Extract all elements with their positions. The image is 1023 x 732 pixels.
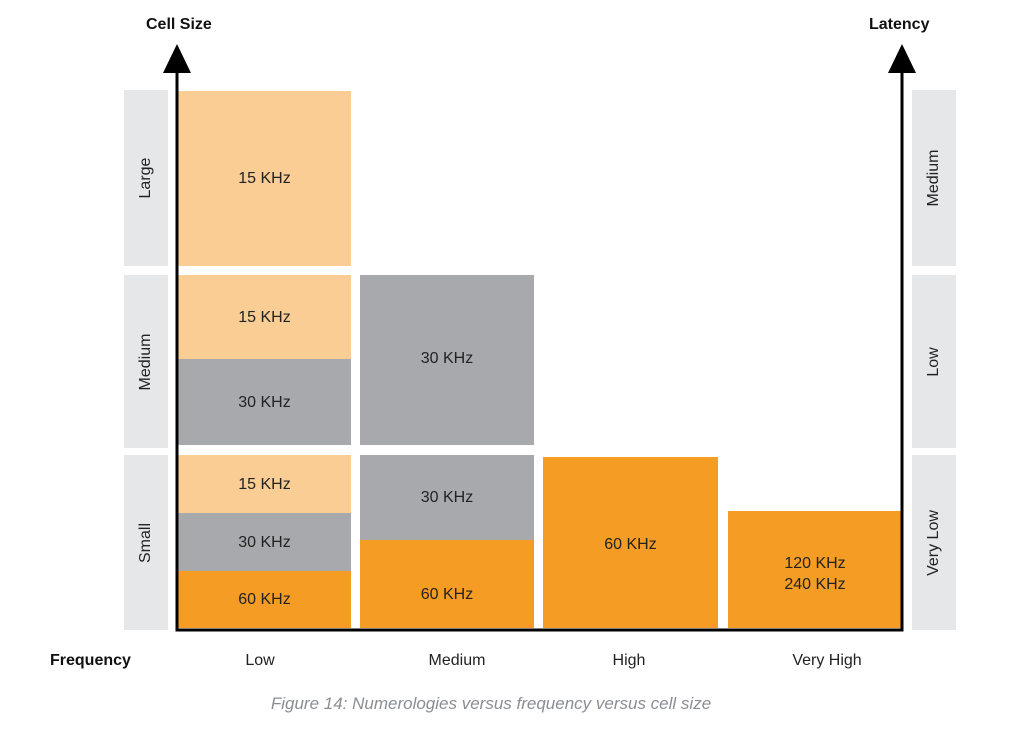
figure-caption: Figure 14: Numerologies versus frequency… [270,694,712,713]
medium-small-30khz-label: 30 KHz [420,489,474,506]
very-high-block: 120 KHz 240 KHz [728,511,902,628]
low-medium-30khz-block: 30 KHz [178,359,351,445]
latency-very-low-box: Very Low [912,455,956,630]
cell-size-small-box: Small [124,455,168,630]
high-60khz-label: 60 KHz [604,535,657,553]
low-small-15khz-label: 15 KHz [238,475,291,493]
low-small-30khz-block: 30 KHz [178,513,351,571]
high-60khz-block: 60 KHz [543,457,718,628]
low-large-15khz-label: 15 KHz [238,170,291,187]
medium-small-60khz-block: 60 KHz [360,540,534,628]
medium-small-30khz-block: 30 KHz [360,455,534,540]
frequency-very-high-label: Very High [792,652,862,669]
low-medium-15khz-block: 15 KHz [178,275,351,359]
very-high-labels: 120 KHz 240 KHz [784,553,845,595]
very-high-120khz-label: 120 KHz [784,554,846,572]
cell-size-axis-title: Cell Size [146,16,212,33]
frequency-medium-label: Medium [428,652,486,669]
frequency-low-label: Low [245,652,275,669]
low-small-60khz-block: 60 KHz [178,571,351,628]
latency-low-box: Low [912,275,956,448]
cell-size-large-box: Large [124,90,168,266]
medium-medium-30khz-block: 30 KHz [360,275,534,445]
medium-medium-30khz-label: 30 KHz [420,349,474,367]
right-axis-arrowhead [888,44,916,73]
low-medium-30khz-label: 30 KHz [238,393,291,411]
low-small-15khz-block: 15 KHz [178,455,351,513]
frequency-axis-title: Frequency [50,652,131,669]
frequency-high-label: High [612,652,646,669]
low-large-15khz-block: 15 KHz [178,91,351,266]
left-axis-arrowhead [163,44,191,73]
very-high-240khz-label: 240 KHz [784,575,846,593]
low-medium-15khz-label: 15 KHz [238,308,291,326]
latency-axis-title: Latency [869,16,930,33]
medium-small-60khz-label: 60 KHz [420,585,474,603]
low-small-60khz-label: 60 KHz [238,591,291,608]
low-small-30khz-label: 30 KHz [238,533,291,551]
latency-medium-box: Medium [912,90,956,266]
cell-size-medium-box: Medium [124,275,168,448]
